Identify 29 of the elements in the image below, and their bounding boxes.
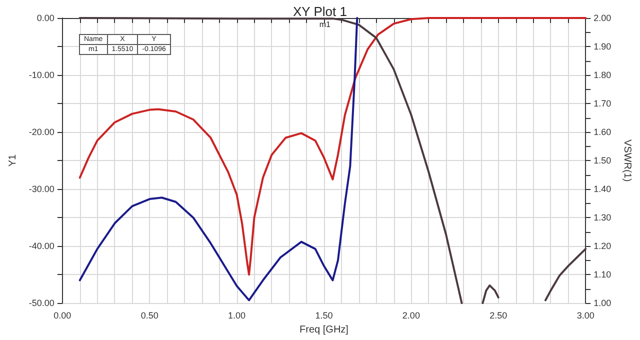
x-tick-label: 2.00: [402, 310, 420, 321]
x-axis-title: Freq [GHz]: [300, 324, 349, 336]
chart-title: XY Plot 1: [293, 4, 347, 19]
y-axis-title: Y1: [8, 154, 18, 167]
y2-tick-label: 1.70: [594, 98, 612, 109]
y2-tick-label: 1.90: [594, 42, 612, 52]
x-tick-label: 1.50: [315, 310, 333, 321]
y-tick-label: 0.00: [36, 13, 54, 23]
y2-tick-label: 1.10: [594, 270, 612, 280]
annotation: m1: [319, 20, 331, 30]
y2-tick-label: 1.80: [594, 70, 612, 80]
y2-tick-label: 1.60: [594, 127, 612, 138]
y2-tick-label: 1.20: [594, 241, 612, 252]
y2-axis-title: VSWR(1): [622, 139, 632, 182]
x-tick-label: 3.00: [576, 310, 594, 321]
y2-tick-label: 1.30: [594, 212, 612, 223]
y-tick-label: -50.00: [28, 298, 54, 308]
y2-tick-label: 1.40: [594, 184, 612, 194]
y-tick-label: -30.00: [28, 184, 54, 194]
x-tick-label: 2.50: [490, 310, 508, 321]
x-tick-label: 1.00: [228, 310, 246, 321]
y-tick-label: -10.00: [28, 70, 54, 80]
x-tick-label: 0.00: [54, 310, 72, 321]
y-tick-label: -20.00: [28, 127, 54, 138]
y-tick-label: -40.00: [28, 241, 54, 252]
y2-tick-label: 1.50: [594, 156, 612, 166]
y2-tick-label: 2.00: [594, 13, 612, 23]
x-tick-label: 0.50: [140, 310, 158, 321]
y2-tick-label: 1.00: [594, 298, 612, 308]
